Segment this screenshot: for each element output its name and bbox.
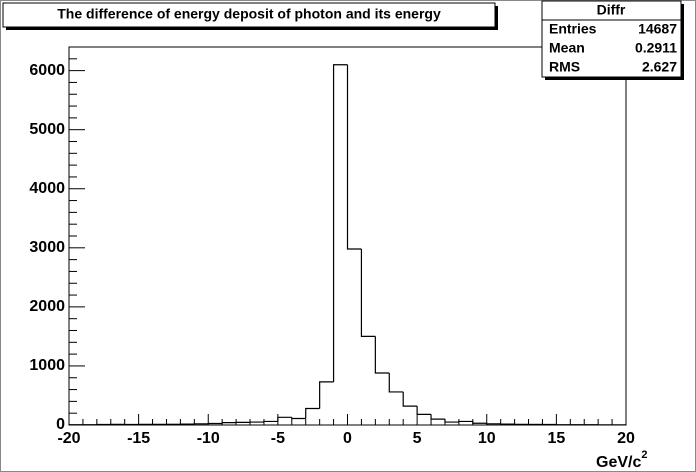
histogram-bin xyxy=(263,420,278,423)
histogram-bin xyxy=(332,64,348,382)
x-tick-label: 0 xyxy=(343,430,352,447)
y-tick-label: 5000 xyxy=(29,121,65,138)
histogram-bin xyxy=(277,416,292,422)
stats-label: RMS xyxy=(549,59,580,75)
x-axis-label-text: GeV/c xyxy=(596,454,641,471)
x-tick-label: 10 xyxy=(478,430,496,447)
histogram-bin xyxy=(486,423,501,425)
x-axis-label-sup: 2 xyxy=(641,449,647,461)
histogram-bin xyxy=(221,422,237,424)
histogram-bin xyxy=(430,414,445,420)
histogram-bin xyxy=(291,417,306,420)
x-axis-label: GeV/c2 xyxy=(596,449,647,471)
histogram-bin xyxy=(402,391,418,407)
stats-label: Mean xyxy=(549,40,585,56)
y-tick-label: 4000 xyxy=(29,180,65,197)
x-tick-label: -10 xyxy=(197,430,220,447)
x-tick-label: 20 xyxy=(617,430,635,447)
x-tick-label: -15 xyxy=(127,430,150,447)
y-tick-label: 1000 xyxy=(29,357,65,374)
y-tick-label: 3000 xyxy=(29,239,65,256)
histogram-bin xyxy=(374,336,390,374)
histogram-bin xyxy=(388,373,404,393)
x-tick-label: 15 xyxy=(547,430,565,447)
y-tick-label: 0 xyxy=(56,416,65,433)
stats-value: 0.2911 xyxy=(635,40,677,56)
y-tick-label: 6000 xyxy=(29,62,65,79)
histogram-bin xyxy=(346,64,362,250)
stats-value: 2.627 xyxy=(642,59,677,75)
histogram-bin xyxy=(360,248,376,338)
stats-value: 14687 xyxy=(638,21,677,37)
x-tick-label: -5 xyxy=(271,430,285,447)
chart-title: The difference of energy deposit of phot… xyxy=(57,6,441,22)
histogram-bin xyxy=(472,421,487,424)
title-box xyxy=(2,2,496,28)
histogram-bin xyxy=(444,419,459,423)
histogram-bin xyxy=(319,381,334,409)
histogram-bin xyxy=(305,407,320,419)
stats-title: Diffr xyxy=(597,2,626,18)
stats-label: Entries xyxy=(549,21,597,37)
x-tick-label: 5 xyxy=(413,430,422,447)
histogram-bin xyxy=(458,420,473,423)
histogram-bin xyxy=(416,406,432,415)
x-tick-label: -20 xyxy=(57,430,80,447)
stats-box xyxy=(541,0,682,78)
y-tick-label: 2000 xyxy=(29,298,65,315)
